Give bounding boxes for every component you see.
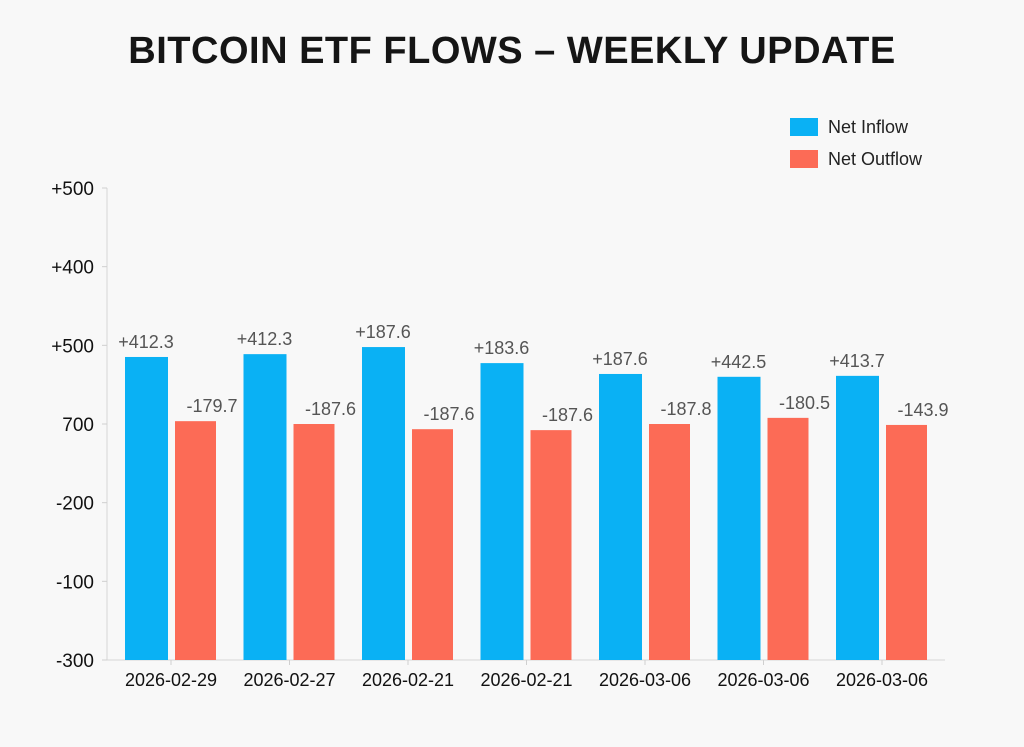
x-tick-label: 2026-03-06: [836, 670, 928, 690]
x-tick-label: 2026-03-06: [717, 670, 809, 690]
legend-label: Net Inflow: [828, 116, 909, 137]
x-tick-label: 2026-02-29: [125, 670, 217, 690]
bar-net-inflow: [836, 375, 879, 660]
y-tick-label: +500: [51, 336, 94, 357]
data-label: +183.6: [474, 338, 530, 358]
x-tick-label: 2026-03-06: [599, 670, 691, 690]
legend-swatch-inflow: [790, 118, 818, 136]
y-tick-label: +400: [51, 258, 94, 279]
bar-net-inflow: [599, 373, 642, 660]
y-tick-label: 700: [62, 415, 94, 436]
data-label: -187.8: [660, 399, 711, 419]
x-tick-label: 2026-02-21: [362, 670, 454, 690]
bar-net-outflow: [886, 424, 927, 660]
bar-net-inflow: [125, 356, 168, 660]
bar-net-outflow: [175, 421, 216, 660]
legend-item-net-inflow: Net Inflow: [790, 117, 908, 137]
bar-net-inflow: [717, 376, 761, 660]
y-tick-label: -100: [56, 572, 94, 593]
legend-label: Net Outflow: [828, 148, 923, 169]
data-label: -187.6: [542, 405, 593, 425]
bar-net-outflow: [293, 424, 335, 660]
y-tick-label: -200: [56, 494, 94, 515]
data-label: -187.6: [305, 399, 356, 419]
data-label: +412.3: [118, 332, 174, 352]
data-label: -187.6: [423, 404, 474, 424]
x-tick-label: 2026-02-27: [243, 670, 335, 690]
bar-net-inflow: [243, 354, 287, 660]
bar-net-outflow: [530, 430, 572, 660]
legend-swatch-outflow: [790, 150, 818, 168]
chart-title: BITCOIN ETF FLOWS – WEEKLY UPDATE: [128, 30, 896, 72]
x-tick-label: 2026-02-21: [480, 670, 572, 690]
y-tick-label: +500: [51, 179, 94, 200]
bar-net-outflow: [412, 429, 453, 660]
legend-item-net-outflow: Net Outflow: [790, 149, 922, 169]
data-label: -180.5: [779, 393, 830, 413]
data-label: +442.5: [711, 352, 767, 372]
bar-net-inflow: [480, 363, 524, 660]
bar-net-outflow: [649, 424, 690, 660]
data-label: +187.6: [355, 322, 411, 342]
data-label: +187.6: [592, 349, 648, 369]
bar-net-outflow: [767, 417, 809, 660]
data-label: +413.7: [829, 351, 885, 371]
data-label: -179.7: [186, 396, 237, 416]
y-tick-label: -300: [56, 651, 94, 672]
bar-net-inflow: [362, 347, 405, 660]
data-label: -143.9: [897, 400, 948, 420]
data-label: +412.3: [237, 329, 293, 349]
